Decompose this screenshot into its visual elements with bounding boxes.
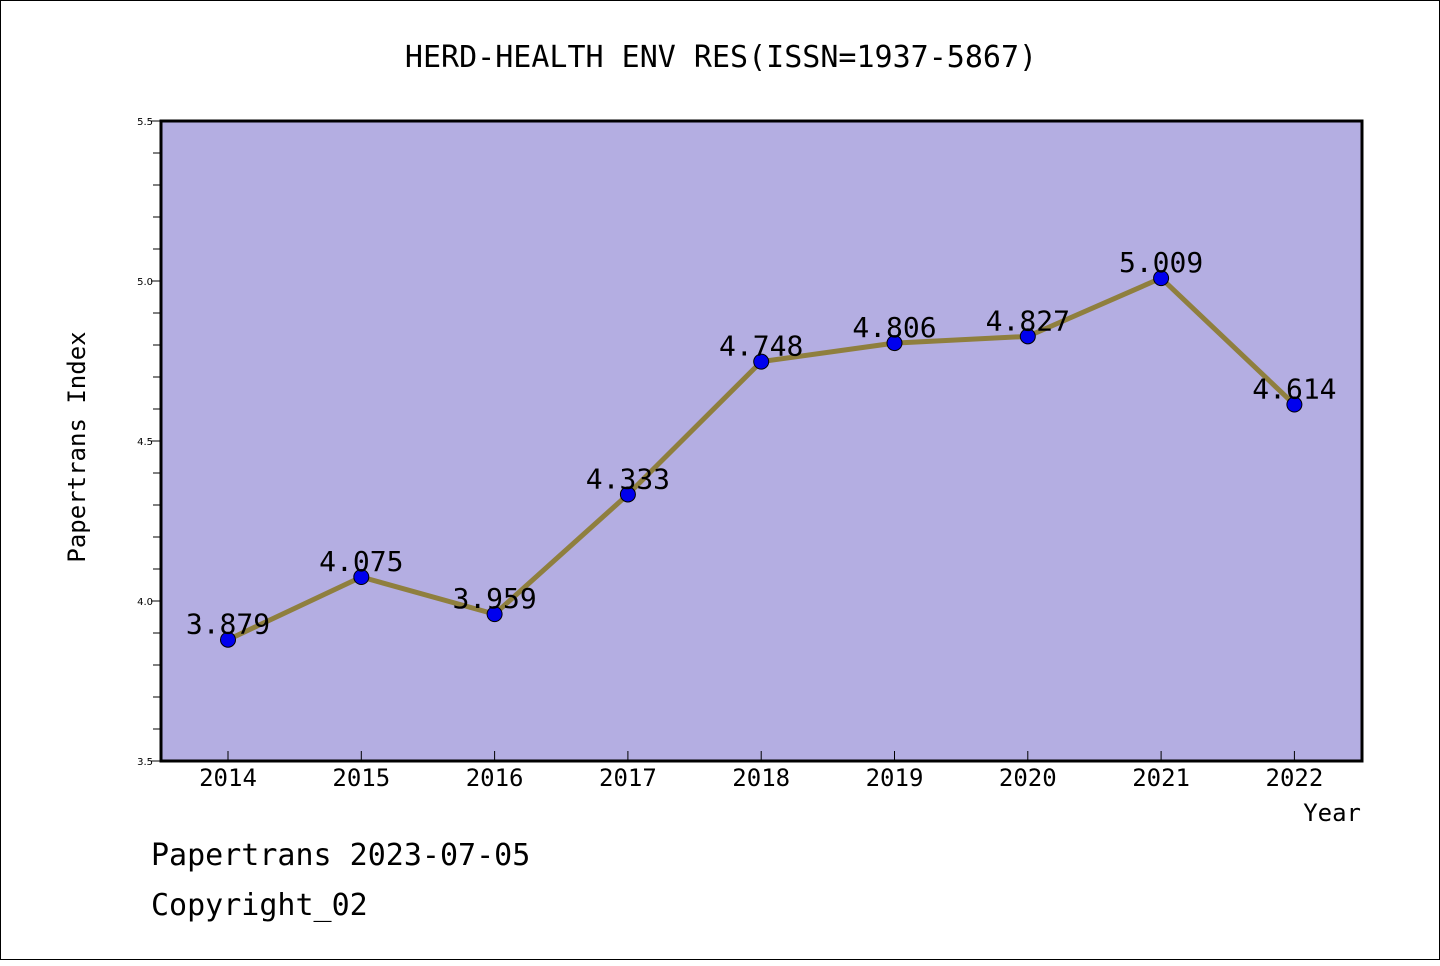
data-label: 4.748 [719,330,803,363]
data-point [220,631,236,648]
y-axis: 3.5 4.0 4.5 5.0 5.5 [137,117,161,768]
plot-area [159,119,1364,763]
data-point [1153,270,1170,287]
x-tick-label: 2015 [332,764,390,792]
data-label: 3.959 [452,582,536,615]
data-point [1019,328,1036,345]
data-point [353,569,370,585]
data-label: 4.827 [986,304,1070,337]
x-tick-label: 2016 [466,764,524,792]
data-point [886,335,903,352]
data-label: 4.806 [852,311,936,344]
data-point [753,353,770,370]
x-tick-label: 2014 [199,764,257,792]
y-tick-label: 3.5 [137,757,153,768]
series-group: 3.879 4.075 3.959 4.333 4.748 4.806 4.827 5.009… [186,246,1337,648]
y-axis-label: Papertrans Index [63,331,91,562]
x-tick-label: 2018 [732,764,790,792]
data-point [619,486,636,503]
footer-date: Papertrans 2023-07-05 [151,838,530,873]
x-axis-label: Year [1303,799,1361,827]
chart-title: HERD-HEALTH ENV RES(ISSN=1937-5867) [405,40,1037,75]
y-tick-label: 4.0 [137,597,153,608]
x-tick-label: 2021 [1132,764,1190,792]
y-tick-label: 4.5 [137,437,153,448]
x-tick-label: 2017 [599,764,657,792]
data-label: 4.333 [586,462,670,495]
data-point [486,606,503,623]
y-tick-label: 5.0 [137,277,153,288]
x-tick-label: 2020 [999,764,1057,792]
data-label: 3.879 [186,608,270,641]
data-label: 4.614 [1252,373,1336,406]
y-tick-label: 5.5 [137,117,153,128]
data-label: 5.009 [1119,246,1203,279]
x-axis: 2014 2015 2016 2017 2018 2019 2020 2021 2022 [199,751,1323,792]
x-tick-label: 2022 [1266,764,1324,792]
data-point [1286,396,1303,413]
data-label: 4.075 [319,545,403,578]
x-tick-label: 2019 [866,764,924,792]
footer-copyright: Copyright_02 [151,888,368,923]
